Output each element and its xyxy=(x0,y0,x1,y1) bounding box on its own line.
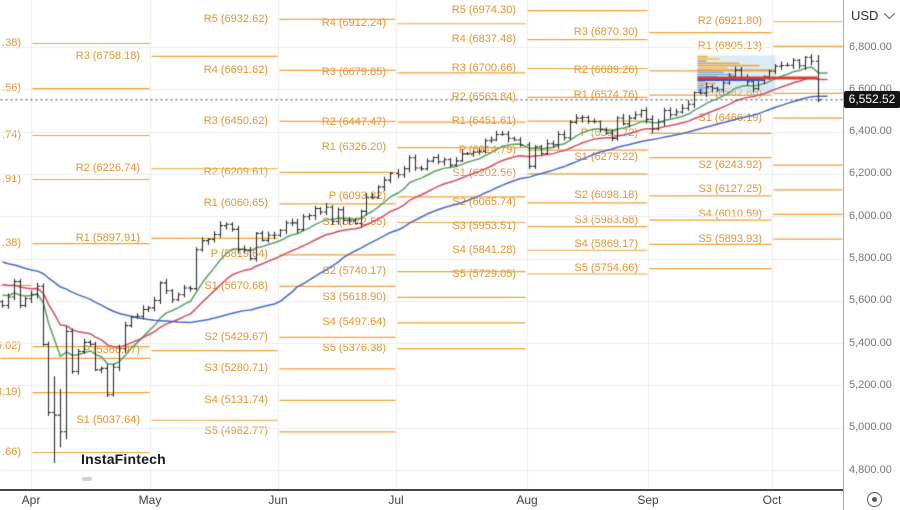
currency-label: USD xyxy=(851,7,879,23)
y-axis-tick-label: 6,800.00 xyxy=(849,40,892,53)
x-axis-month-label: Oct xyxy=(762,493,782,507)
axis-line-horizontal xyxy=(0,489,843,491)
x-axis-month-label: Jul xyxy=(388,493,404,507)
y-axis-tick-label: 4,800.00 xyxy=(849,463,892,476)
y-axis-tick-label: 6,200.00 xyxy=(849,167,892,180)
x-axis-month-label: May xyxy=(138,493,162,507)
brand-logo-mark xyxy=(82,477,92,481)
y-axis-tick-label: 6,400.00 xyxy=(849,125,892,138)
y-axis-tick-label: 5,200.00 xyxy=(849,378,892,391)
brand-watermark: InstaFintech xyxy=(81,451,166,467)
x-axis-month-label: Aug xyxy=(516,493,538,507)
x-axis-month-label: Jun xyxy=(268,493,288,507)
price-axis[interactable]: 6,552.52 6,800.00 6,600.00 6,400.00 6,200.0… xyxy=(844,0,900,490)
y-axis-tick-label: 5,400.00 xyxy=(849,336,892,349)
y-axis-tick-label: 5,800.00 xyxy=(849,252,892,264)
current-price-badge: 6,552.52 xyxy=(844,90,900,108)
target-icon[interactable] xyxy=(867,492,882,507)
chevron-down-icon xyxy=(883,7,896,20)
x-axis-month-label: Sep xyxy=(637,493,659,507)
y-axis-tick-label: 6,000.00 xyxy=(849,209,892,222)
time-axis[interactable]: Apr May Jun Jul Aug Sep Oct xyxy=(0,490,900,510)
chart-plot-area[interactable]: .38).56).74).91).38)5.02)8.19).66)R3 (67… xyxy=(0,0,843,490)
axis-separator-vertical xyxy=(843,0,844,510)
y-axis-tick-label: 5,000.00 xyxy=(849,421,892,434)
x-axis-month-label: Apr xyxy=(21,493,41,507)
currency-selector[interactable]: USD xyxy=(845,3,897,27)
y-axis-tick-label: 5,600.00 xyxy=(849,294,892,307)
price-canvas[interactable] xyxy=(0,0,843,490)
